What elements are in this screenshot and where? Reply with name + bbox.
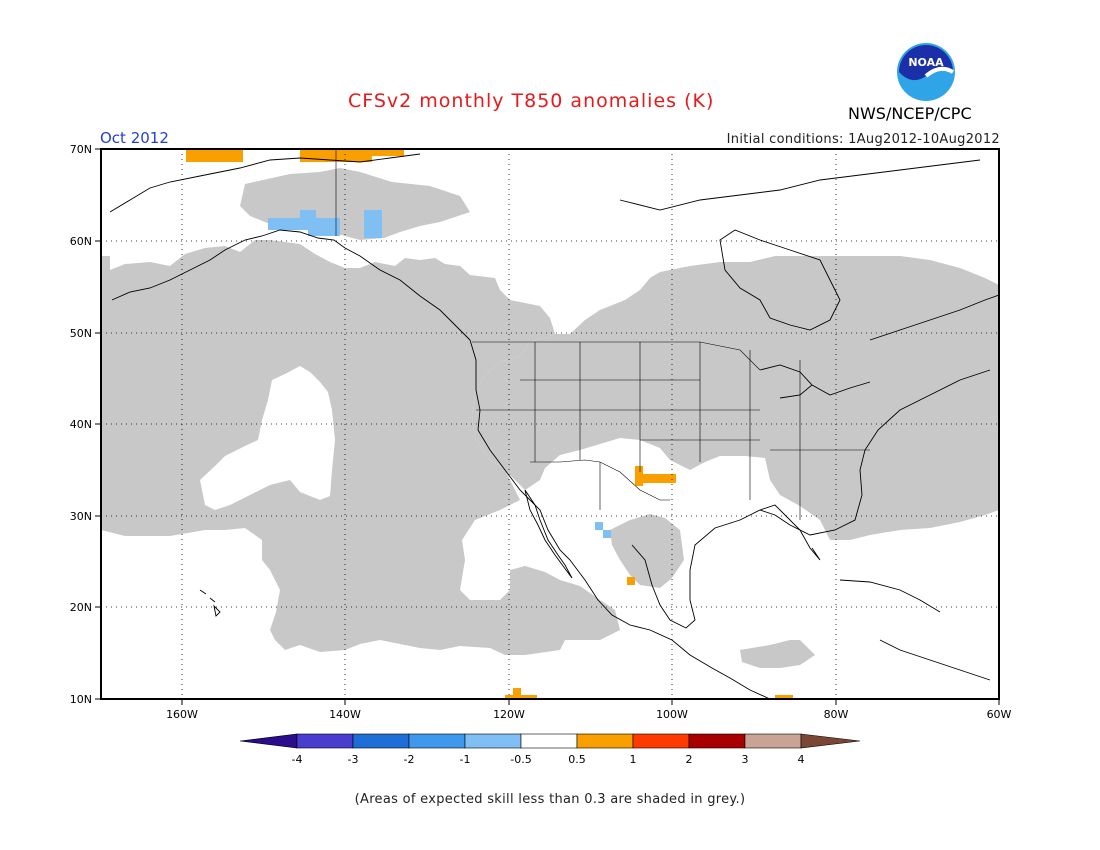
- lat-label: 30N: [70, 510, 92, 523]
- lat-label: 70N: [70, 143, 92, 156]
- lon-label: 60W: [987, 708, 1012, 721]
- lon-label: 160W: [166, 708, 198, 721]
- low-skill-mask: [101, 168, 999, 668]
- colorbar-segment: [464, 733, 522, 749]
- lat-label: 20N: [70, 601, 92, 614]
- warm-cell: [505, 695, 537, 699]
- colorbar: [239, 733, 861, 749]
- coastlines: [109, 153, 999, 699]
- colorbar-label: -1: [460, 753, 471, 766]
- colorbar-label: 0.5: [568, 753, 586, 766]
- atlantic-canada: [869, 294, 999, 341]
- lat-label: 10N: [70, 693, 92, 706]
- canada-arctic: [619, 159, 981, 211]
- colorbar-label: 3: [742, 753, 749, 766]
- cool-cell: [268, 210, 340, 236]
- colorbar-segment: [688, 733, 746, 749]
- hudson-bay: [719, 229, 841, 331]
- colorbar-label: -3: [348, 753, 359, 766]
- valid-month: Oct 2012: [100, 129, 169, 147]
- cool-cell: [364, 210, 382, 238]
- gulf-coast: [631, 369, 991, 629]
- noaa-logo: NOAA: [897, 43, 955, 101]
- colorbar-segment: [408, 733, 466, 749]
- caribbean-islands: [839, 579, 991, 681]
- footnote: (Areas of expected skill less than 0.3 a…: [354, 792, 746, 807]
- grey-region-pacific: [101, 240, 620, 655]
- great-lakes: [759, 364, 871, 399]
- colorbar-segment: [576, 733, 634, 749]
- colorbar-label: -0.5: [510, 753, 531, 766]
- colorbar-label: 1: [630, 753, 637, 766]
- colorbar-label: 2: [686, 753, 693, 766]
- warm-cell: [775, 695, 793, 699]
- colorbar-segment: [744, 733, 802, 749]
- borders: [335, 149, 870, 520]
- axis-ticks: [95, 148, 1000, 705]
- colorbar-label: -4: [292, 753, 303, 766]
- colorbar-label: -2: [404, 753, 415, 766]
- lon-label: 120W: [493, 708, 525, 721]
- lat-label: 50N: [70, 327, 92, 340]
- baja-peninsula: [524, 489, 573, 579]
- state-lines: [476, 342, 870, 520]
- colorbar-label: 4: [798, 753, 805, 766]
- warm-cell: [513, 688, 521, 699]
- us-canada-border: [472, 341, 761, 371]
- us-mexico-border: [530, 459, 670, 501]
- cool-cell: [603, 530, 611, 538]
- alaska-north-coast: [109, 153, 421, 213]
- lon-label: 100W: [656, 708, 688, 721]
- initial-conditions: Initial conditions: 1Aug2012-10Aug2012: [726, 132, 1000, 147]
- lat-label: 40N: [70, 418, 92, 431]
- noaa-logo-text: NOAA: [908, 56, 944, 69]
- hawaii-islands: [199, 589, 221, 617]
- lon-label: 80W: [824, 708, 849, 721]
- colorbar-left-arrow: [239, 733, 298, 749]
- west-coast: [469, 339, 771, 699]
- alaska-coast: [111, 229, 471, 341]
- map-area: [101, 149, 999, 699]
- anomaly-cells: [186, 149, 793, 699]
- chart-title: CFSv2 monthly T850 anomalies (K): [348, 90, 715, 112]
- grey-hole-eastern-pacific: [200, 366, 335, 510]
- lon-labels: 160W 140W 120W 100W 80W 60W: [166, 708, 1011, 721]
- cool-cell: [595, 522, 603, 530]
- colorbar-right-arrow: [800, 733, 861, 749]
- warm-cell: [643, 474, 676, 483]
- colorbar-segment: [296, 733, 354, 749]
- grey-region-central-america: [740, 640, 815, 668]
- warm-cell: [372, 149, 404, 156]
- colorbar-segment: [352, 733, 410, 749]
- warm-cell: [635, 466, 643, 486]
- colorbar-segment: [520, 733, 578, 749]
- colorbar-segment: [632, 733, 690, 749]
- lat-label: 60N: [70, 235, 92, 248]
- grey-region-canada-us: [472, 256, 999, 540]
- warm-cell: [627, 577, 635, 585]
- lon-label: 140W: [329, 708, 361, 721]
- organization-label: NWS/NCEP/CPC: [848, 104, 972, 123]
- graticule: [101, 149, 999, 699]
- warm-cell: [186, 149, 243, 162]
- colorbar-labels: -4 -3 -2 -1 -0.5 0.5 1 2 3 4: [292, 753, 805, 766]
- lat-labels: 10N 20N 30N 40N 50N 60N 70N: [70, 143, 92, 706]
- florida: [759, 504, 821, 561]
- grey-region-mexico: [610, 514, 684, 588]
